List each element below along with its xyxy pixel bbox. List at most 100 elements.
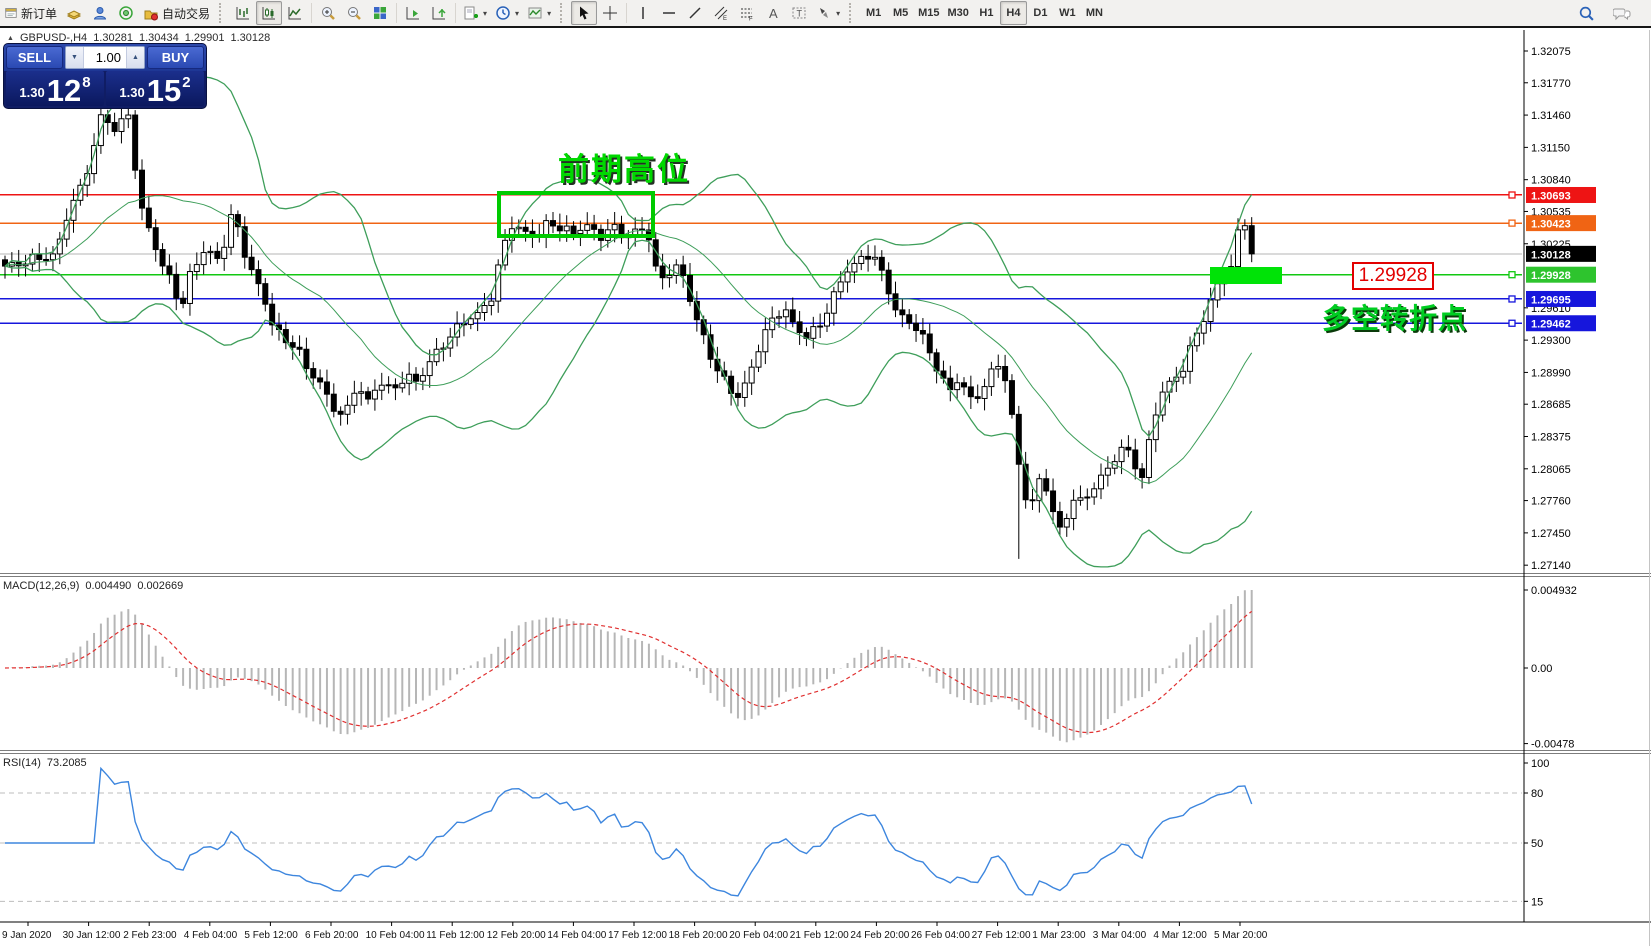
sell-price[interactable]: 1.30 12 8 [6, 71, 104, 106]
tab-d1[interactable]: D1 [1027, 1, 1054, 25]
template-icon [527, 5, 543, 21]
cursor-button[interactable] [571, 1, 598, 25]
candlestick-button[interactable] [256, 1, 283, 25]
buy-price-big-figure: 1.30 [119, 85, 145, 100]
turning-point-annotation[interactable]: 多空转折点 [1322, 303, 1468, 334]
svg-text:1.30423: 1.30423 [1531, 219, 1571, 231]
level-handle[interactable] [1508, 295, 1516, 303]
volume-decrease-button[interactable]: ▼ [66, 47, 84, 68]
toolbar-separator [396, 3, 398, 23]
horizontal-line-button[interactable] [656, 1, 682, 25]
autotrading-button[interactable]: 自动交易 [139, 1, 214, 25]
buy-price[interactable]: 1.30 15 2 [106, 71, 204, 106]
svg-text:30 Jan 12:00: 30 Jan 12:00 [63, 930, 121, 941]
support-price-label[interactable]: 1.29928 [1352, 262, 1434, 290]
buy-price-pips: 15 [146, 73, 182, 108]
community-button[interactable] [87, 1, 113, 25]
svg-text:50: 50 [1531, 838, 1543, 850]
new-order-icon [4, 6, 18, 20]
tab-h4[interactable]: H4 [999, 1, 1027, 25]
tab-m1[interactable]: M1 [860, 1, 887, 25]
previous-high-annotation[interactable]: 前期高位 [558, 152, 690, 187]
chart-canvas[interactable]: 1.32075 1.31770 1.31460 1.31150 1.30840 1.30 5… [0, 28, 1651, 947]
chart-shift-button[interactable] [426, 1, 452, 25]
add-indicator-button[interactable]: ▾ [459, 1, 491, 25]
tab-m5[interactable]: M5 [887, 1, 914, 25]
history-center-button[interactable] [61, 1, 87, 25]
level-handle[interactable] [1508, 191, 1516, 199]
svg-text:0.00: 0.00 [1531, 663, 1552, 675]
search-button[interactable] [1573, 1, 1599, 25]
svg-text:20 Feb 04:00: 20 Feb 04:00 [729, 930, 788, 941]
symbol-period: GBPUSD-,H4 [19, 32, 88, 44]
channel-button[interactable]: E [708, 1, 734, 25]
svg-text:1.28685: 1.28685 [1531, 399, 1571, 411]
chat-button[interactable] [1609, 1, 1635, 25]
toolbar-grip[interactable] [219, 3, 225, 23]
arrows-button[interactable]: ▾ [812, 1, 844, 25]
templates-dropdown[interactable]: ▾ [547, 8, 552, 18]
svg-text:21 Feb 12:00: 21 Feb 12:00 [790, 930, 849, 941]
zoom-in-button[interactable] [315, 1, 341, 25]
signals-button[interactable] [113, 1, 139, 25]
auto-scroll-button[interactable] [400, 1, 426, 25]
templates-button[interactable]: ▾ [523, 1, 555, 25]
periods-button[interactable]: ▾ [491, 1, 523, 25]
svg-text:1.30693: 1.30693 [1531, 190, 1571, 202]
fibonacci-button[interactable]: F [734, 1, 760, 25]
svg-text:27 Feb 12:00: 27 Feb 12:00 [972, 930, 1031, 941]
line-chart-button[interactable] [282, 1, 308, 25]
crosshair-icon [602, 5, 618, 21]
time-axis: 9 Jan 2020 30 Jan 12:00 2 Feb 23:00 4 Feb 0… [2, 922, 1268, 941]
previous-high-rectangle[interactable] [497, 191, 655, 238]
add-indicator-dropdown[interactable]: ▾ [483, 8, 488, 18]
svg-text:T: T [797, 9, 803, 19]
svg-text:12 Feb 20:00: 12 Feb 20:00 [487, 930, 546, 941]
new-order-label: 新订单 [21, 6, 58, 21]
bollinger-bands [4, 76, 1253, 568]
level-handle[interactable] [1508, 219, 1516, 227]
toolbar-grip[interactable] [849, 3, 855, 23]
bar-chart-button[interactable] [230, 1, 256, 25]
level-handle[interactable] [1508, 271, 1516, 279]
macd-name: MACD(12,26,9) [3, 580, 80, 592]
tab-w1[interactable]: W1 [1054, 1, 1081, 25]
crosshair-button[interactable] [597, 1, 623, 25]
level-handle[interactable] [1508, 319, 1516, 327]
vertical-line-button[interactable] [630, 1, 656, 25]
text-label-button[interactable]: T [786, 1, 812, 25]
zoom-out-button[interactable] [341, 1, 367, 25]
svg-text:26 Feb 04:00: 26 Feb 04:00 [911, 930, 970, 941]
periods-dropdown[interactable]: ▾ [515, 8, 520, 18]
tile-windows-button[interactable] [367, 1, 393, 25]
chart-shift-icon [431, 5, 447, 21]
svg-text:1.28375: 1.28375 [1531, 432, 1571, 444]
volume-increase-button[interactable]: ▲ [126, 47, 144, 68]
svg-text:1.31460: 1.31460 [1531, 110, 1571, 122]
tab-m15[interactable]: M15 [914, 1, 943, 25]
macd-main-value: 0.004490 [85, 580, 132, 592]
buy-button[interactable]: BUY [147, 46, 204, 69]
clock-icon [495, 5, 511, 21]
macd-histogram [4, 590, 1253, 743]
tab-m30[interactable]: M30 [944, 1, 973, 25]
book-icon [66, 5, 82, 21]
new-order-button[interactable]: 新订单 [0, 1, 61, 25]
toolbar-grip[interactable] [560, 3, 566, 23]
tab-h1[interactable]: H1 [973, 1, 1000, 25]
volume-input[interactable] [84, 47, 126, 68]
trendline-button[interactable] [682, 1, 708, 25]
svg-text:5 Mar 20:00: 5 Mar 20:00 [1214, 930, 1268, 941]
text-button[interactable]: A [760, 1, 786, 25]
svg-text:E: E [723, 16, 727, 21]
sell-button[interactable]: SELL [6, 46, 63, 69]
arrows-dropdown[interactable]: ▾ [836, 8, 841, 18]
arrows-icon [816, 5, 832, 21]
support-highlight-rectangle[interactable] [1210, 267, 1282, 284]
tab-mn[interactable]: MN [1081, 1, 1108, 25]
line-chart-icon [287, 5, 303, 21]
add-indicator-icon [463, 5, 479, 21]
svg-text:1.30128: 1.30128 [1531, 249, 1571, 261]
volume-stepper: ▼ ▲ [65, 46, 145, 69]
bar-chart-icon [235, 5, 251, 21]
